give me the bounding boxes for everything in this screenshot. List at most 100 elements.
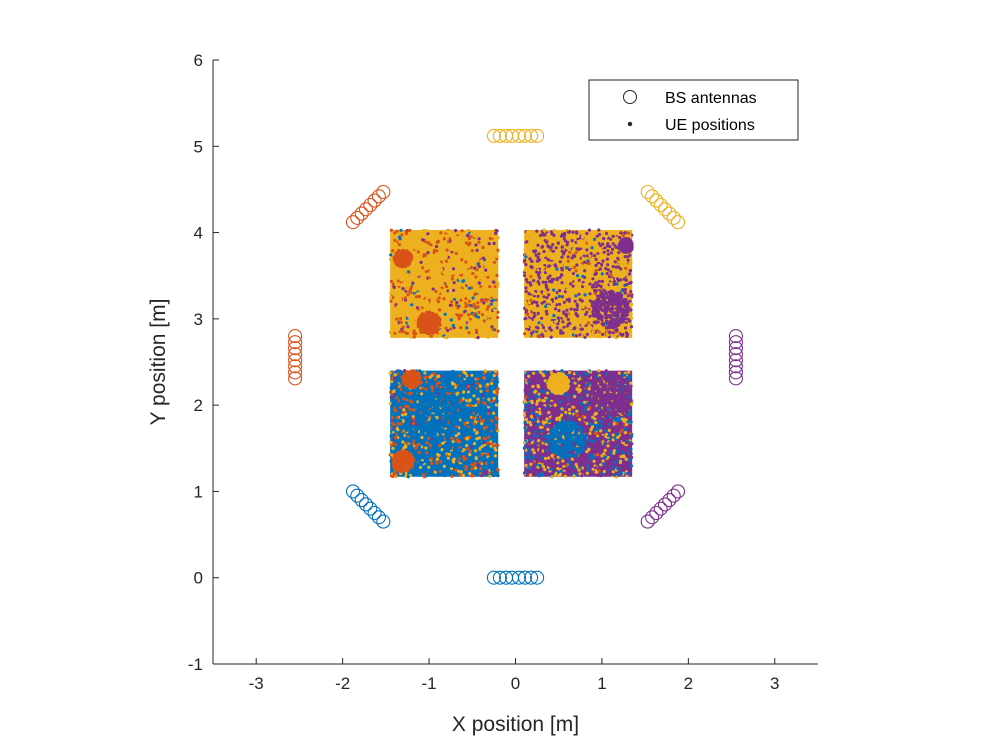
ue-point: [616, 310, 620, 314]
ue-point: [525, 334, 529, 338]
ue-point: [536, 294, 540, 298]
ue-point: [435, 381, 439, 386]
ue-point: [454, 251, 458, 256]
ue-point: [420, 435, 424, 440]
ue-point: [524, 255, 528, 259]
ue-point: [587, 228, 592, 232]
ue-point: [436, 420, 440, 424]
ue-point: [581, 374, 585, 378]
ue-point: [481, 230, 485, 234]
ue-point: [537, 252, 541, 256]
ue-point: [419, 302, 423, 306]
ue-point: [629, 308, 633, 312]
ue-point: [489, 257, 493, 261]
ue-point: [469, 265, 473, 270]
ue-point: [478, 447, 482, 451]
ue-point: [404, 445, 408, 449]
ue-point: [601, 309, 605, 313]
ue-point: [439, 379, 443, 383]
ue-point: [437, 273, 441, 277]
ue-point: [449, 466, 454, 471]
ue-point: [628, 269, 633, 273]
ue-point: [392, 386, 396, 390]
ue-point: [530, 265, 534, 270]
ue-point: [405, 259, 409, 263]
ue-point: [605, 231, 609, 235]
ue-point: [496, 248, 500, 252]
ue-point: [459, 234, 463, 238]
ue-point: [619, 256, 623, 260]
ue-point: [546, 323, 551, 327]
ue-point: [474, 412, 478, 416]
ue-point: [409, 273, 413, 277]
ue-point: [489, 416, 493, 420]
ue-point: [611, 438, 615, 442]
ue-point: [578, 268, 582, 272]
ue-point: [460, 415, 464, 419]
ue-point: [496, 443, 500, 447]
ue-point: [413, 289, 417, 293]
ue-point: [601, 332, 605, 336]
ue-point: [399, 250, 403, 254]
ue-point: [580, 335, 584, 339]
ue-point: [422, 413, 426, 417]
ue-point: [430, 468, 435, 472]
ue-point: [476, 377, 480, 381]
ue-point: [495, 229, 499, 233]
ue-point: [580, 299, 584, 303]
ue-point: [462, 432, 466, 436]
ue-point: [540, 429, 544, 433]
ue-point: [542, 291, 547, 295]
ue-point: [412, 439, 416, 443]
ue-point: [441, 419, 445, 423]
ue-point: [565, 288, 569, 292]
ue-point: [488, 310, 492, 314]
ue-point: [485, 235, 489, 239]
ue-point: [614, 445, 619, 449]
ue-point: [529, 453, 533, 457]
ue-point: [613, 297, 617, 301]
ue-point: [546, 269, 550, 273]
ue-point: [628, 296, 632, 300]
ue-point: [557, 407, 561, 411]
ue-point: [391, 416, 395, 420]
ue-point: [610, 454, 615, 458]
ue-point: [483, 291, 487, 295]
ue-point: [447, 472, 452, 476]
ue-point: [596, 335, 600, 339]
ue-point: [484, 445, 488, 450]
ue-point: [482, 465, 486, 469]
ue-point: [411, 370, 415, 374]
ue-point: [483, 405, 487, 409]
ue-point: [625, 303, 629, 308]
ue-point: [430, 419, 434, 424]
ue-point: [560, 273, 564, 277]
ue-point: [493, 454, 497, 458]
ue-point: [455, 456, 459, 460]
ue-point: [473, 449, 478, 453]
ue-point: [601, 296, 606, 300]
ue-point: [461, 406, 465, 410]
ue-point: [535, 300, 539, 305]
ue-point: [463, 414, 468, 418]
ue-point: [491, 234, 495, 239]
ue-point: [524, 277, 528, 282]
ue-point: [575, 371, 579, 375]
ue-point: [424, 399, 428, 403]
ue-point: [389, 434, 393, 438]
ue-point: [585, 248, 589, 252]
ue-point: [590, 304, 594, 308]
ue-point: [587, 278, 591, 282]
ue-point: [404, 429, 408, 433]
ue-point: [450, 255, 454, 259]
ue-point: [415, 428, 419, 432]
ue-point: [523, 248, 527, 252]
ue-point: [427, 298, 431, 302]
ue-point: [405, 441, 409, 445]
ue-point: [433, 452, 437, 456]
ue-point: [435, 416, 439, 420]
ue-point: [424, 393, 428, 397]
ue-point: [410, 303, 414, 307]
ue-point: [612, 282, 616, 286]
ue-point: [480, 259, 484, 263]
